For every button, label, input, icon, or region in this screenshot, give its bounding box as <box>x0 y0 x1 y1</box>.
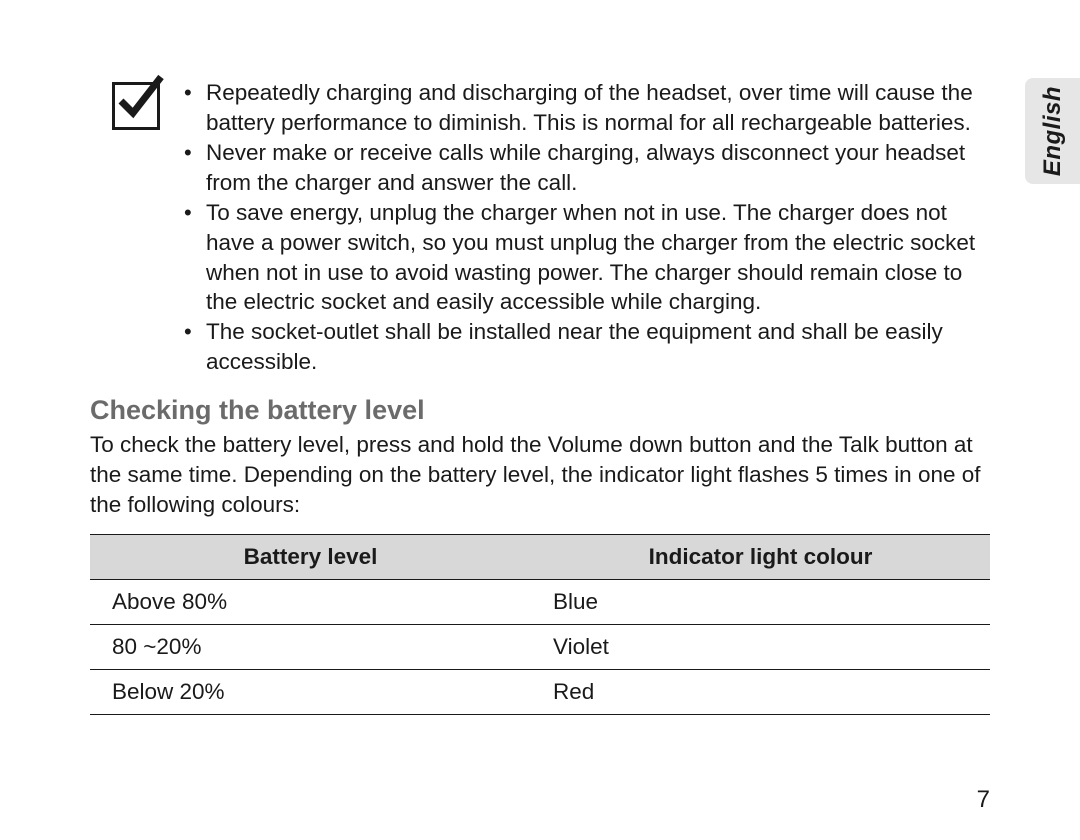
section-heading: Checking the battery level <box>90 395 990 426</box>
battery-level-table: Battery level Indicator light colour Abo… <box>90 534 990 715</box>
table-row: 80 ~20% Violet <box>90 624 990 669</box>
table-header-cell: Battery level <box>90 534 531 579</box>
table-cell: 80 ~20% <box>90 624 531 669</box>
table-header-row: Battery level Indicator light colour <box>90 534 990 579</box>
table-cell: Blue <box>531 579 990 624</box>
language-tab: English <box>1025 78 1080 184</box>
table-row: Below 20% Red <box>90 669 990 714</box>
note-bullet-list: Repeatedly charging and discharging of t… <box>182 78 978 377</box>
note-bullet: Never make or receive calls while chargi… <box>182 138 978 198</box>
section-body: To check the battery level, press and ho… <box>90 430 990 520</box>
note-bullet: To save energy, unplug the charger when … <box>182 198 978 318</box>
checkbox-note-icon <box>112 82 160 130</box>
table-cell: Red <box>531 669 990 714</box>
table-row: Above 80% Blue <box>90 579 990 624</box>
table-cell: Violet <box>531 624 990 669</box>
language-label: English <box>1039 86 1067 176</box>
table-header-cell: Indicator light colour <box>531 534 990 579</box>
table-cell: Below 20% <box>90 669 531 714</box>
page-number: 7 <box>977 786 990 814</box>
note-bullet: Repeatedly charging and discharging of t… <box>182 78 978 138</box>
table-cell: Above 80% <box>90 579 531 624</box>
manual-page: English Repeatedly charging and discharg… <box>0 0 1080 840</box>
note-bullet: The socket-outlet shall be installed nea… <box>182 317 978 377</box>
note-block: Repeatedly charging and discharging of t… <box>90 78 990 377</box>
